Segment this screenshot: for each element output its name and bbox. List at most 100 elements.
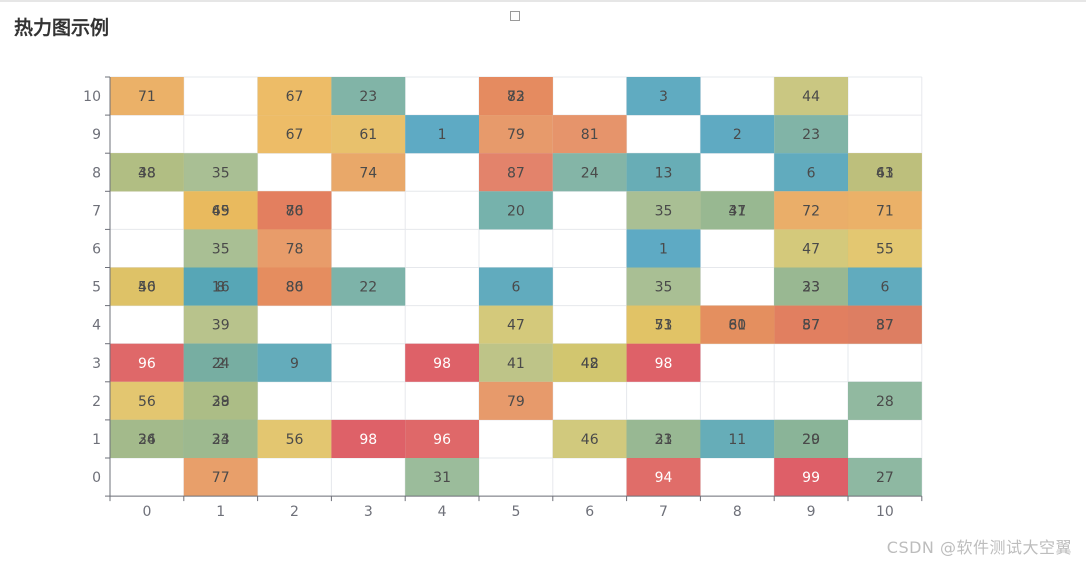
- heatmap-cell[interactable]: [331, 153, 406, 192]
- y-axis-tick-label: 4: [92, 318, 101, 334]
- heatmap-cell[interactable]: [774, 115, 848, 154]
- heatmap-cell[interactable]: [626, 305, 701, 344]
- heatmap-cell[interactable]: [479, 305, 553, 344]
- heatmap-cell[interactable]: [848, 153, 922, 192]
- x-axis-tick-label: 8: [733, 504, 742, 520]
- heatmap-cell[interactable]: [479, 153, 553, 192]
- heatmap-cell[interactable]: [331, 77, 406, 116]
- heatmap-cell[interactable]: [626, 419, 701, 458]
- heatmap-cell[interactable]: [626, 153, 701, 192]
- heatmap-cell[interactable]: [257, 343, 332, 382]
- cell-value-label: 8: [216, 280, 225, 296]
- x-axis-tick-label: 6: [585, 504, 594, 520]
- toolbox-checkbox-icon[interactable]: [510, 11, 520, 21]
- heatmap-cell[interactable]: [626, 77, 701, 116]
- cell-value-label: 47: [802, 241, 820, 257]
- heatmap-cell[interactable]: [110, 419, 184, 458]
- heatmap-cell[interactable]: [700, 191, 775, 230]
- heatmap-cell[interactable]: [405, 419, 479, 458]
- cell-value-label: 1: [659, 241, 668, 257]
- heatmap-cell[interactable]: [774, 267, 848, 306]
- heatmap-cell[interactable]: [257, 115, 332, 154]
- cell-value-label: 67: [286, 89, 304, 105]
- heatmap-cell[interactable]: [110, 153, 184, 192]
- cell-value-label: 72: [802, 203, 820, 219]
- cell-value-label: 47: [728, 203, 746, 219]
- heatmap-cell[interactable]: [331, 115, 406, 154]
- cell-value-label: 87: [802, 318, 820, 334]
- heatmap-cell[interactable]: [774, 419, 848, 458]
- heatmap-cell[interactable]: [479, 343, 553, 382]
- heatmap-cell[interactable]: [626, 267, 701, 306]
- heatmap-cell[interactable]: [331, 267, 406, 306]
- heatmap-cell[interactable]: [183, 419, 258, 458]
- cell-value-label: 87: [876, 318, 894, 334]
- heatmap-cell[interactable]: [183, 305, 258, 344]
- x-axis-tick-label: 7: [659, 504, 668, 520]
- heatmap-cell[interactable]: [552, 153, 627, 192]
- heatmap-cell[interactable]: [257, 419, 332, 458]
- heatmap-cell[interactable]: [479, 267, 553, 306]
- heatmap-cell[interactable]: [479, 381, 553, 420]
- heatmap-cell[interactable]: [405, 343, 479, 382]
- heatmap-cell[interactable]: [848, 305, 922, 344]
- heatmap-cell[interactable]: [183, 343, 258, 382]
- heatmap-cell[interactable]: [257, 229, 332, 268]
- cell-value-label: 56: [138, 280, 156, 296]
- heatmap-cell[interactable]: [110, 343, 184, 382]
- heatmap-cell[interactable]: [848, 381, 922, 420]
- heatmap-cell[interactable]: [110, 77, 184, 116]
- y-axis-tick-label: 6: [92, 241, 101, 257]
- heatmap-cell[interactable]: [552, 343, 627, 382]
- heatmap-cell[interactable]: [774, 458, 848, 497]
- cell-value-label: 94: [655, 470, 673, 486]
- heatmap-cell[interactable]: [331, 419, 406, 458]
- heatmap-cell[interactable]: [848, 458, 922, 497]
- heatmap-cell[interactable]: [183, 267, 258, 306]
- heatmap-cell[interactable]: [626, 343, 701, 382]
- heatmap-cell[interactable]: [626, 191, 701, 230]
- heatmap-cell[interactable]: [774, 77, 848, 116]
- heatmap-cell[interactable]: [257, 77, 332, 116]
- heatmap-cells: [110, 77, 922, 497]
- heatmap-cell[interactable]: [183, 381, 258, 420]
- heatmap-cell[interactable]: [479, 77, 553, 116]
- heatmap-cell[interactable]: [183, 191, 258, 230]
- cell-value-label: 23: [212, 432, 230, 448]
- heatmap-cell[interactable]: [700, 305, 775, 344]
- heatmap-cell[interactable]: [405, 115, 479, 154]
- cell-value-label: 23: [802, 280, 820, 296]
- cell-value-label: 33: [655, 432, 673, 448]
- cell-value-label: 2: [216, 356, 225, 372]
- heatmap-cell[interactable]: [552, 115, 627, 154]
- heatmap-cell[interactable]: [183, 229, 258, 268]
- heatmap-cell[interactable]: [626, 458, 701, 497]
- cell-value-label: 71: [138, 89, 156, 105]
- cell-value-label: 80: [286, 280, 304, 296]
- heatmap-cell[interactable]: [479, 115, 553, 154]
- heatmap-cell[interactable]: [848, 267, 922, 306]
- heatmap-cell[interactable]: [626, 229, 701, 268]
- heatmap-cell[interactable]: [257, 191, 332, 230]
- heatmap-cell[interactable]: [183, 458, 258, 497]
- heatmap-cell[interactable]: [552, 419, 627, 458]
- cell-value-label: 87: [507, 165, 525, 181]
- heatmap-cell[interactable]: [700, 115, 775, 154]
- heatmap-cell[interactable]: [774, 153, 848, 192]
- cell-value-label: 98: [359, 432, 377, 448]
- heatmap-cell[interactable]: [700, 419, 775, 458]
- heatmap-cell[interactable]: [479, 191, 553, 230]
- heatmap-cell[interactable]: [774, 229, 848, 268]
- heatmap-cell[interactable]: [110, 267, 184, 306]
- heatmap-cell[interactable]: [405, 458, 479, 497]
- heatmap-cell[interactable]: [183, 153, 258, 192]
- heatmap-cell[interactable]: [774, 191, 848, 230]
- heatmap-cell[interactable]: [110, 381, 184, 420]
- cell-value-label: 20: [802, 432, 820, 448]
- heatmap-cell[interactable]: [257, 267, 332, 306]
- heatmap-cell[interactable]: [848, 229, 922, 268]
- heatmap-cell[interactable]: [774, 305, 848, 344]
- cell-value-label: 27: [876, 470, 894, 486]
- heatmap-cell[interactable]: [848, 191, 922, 230]
